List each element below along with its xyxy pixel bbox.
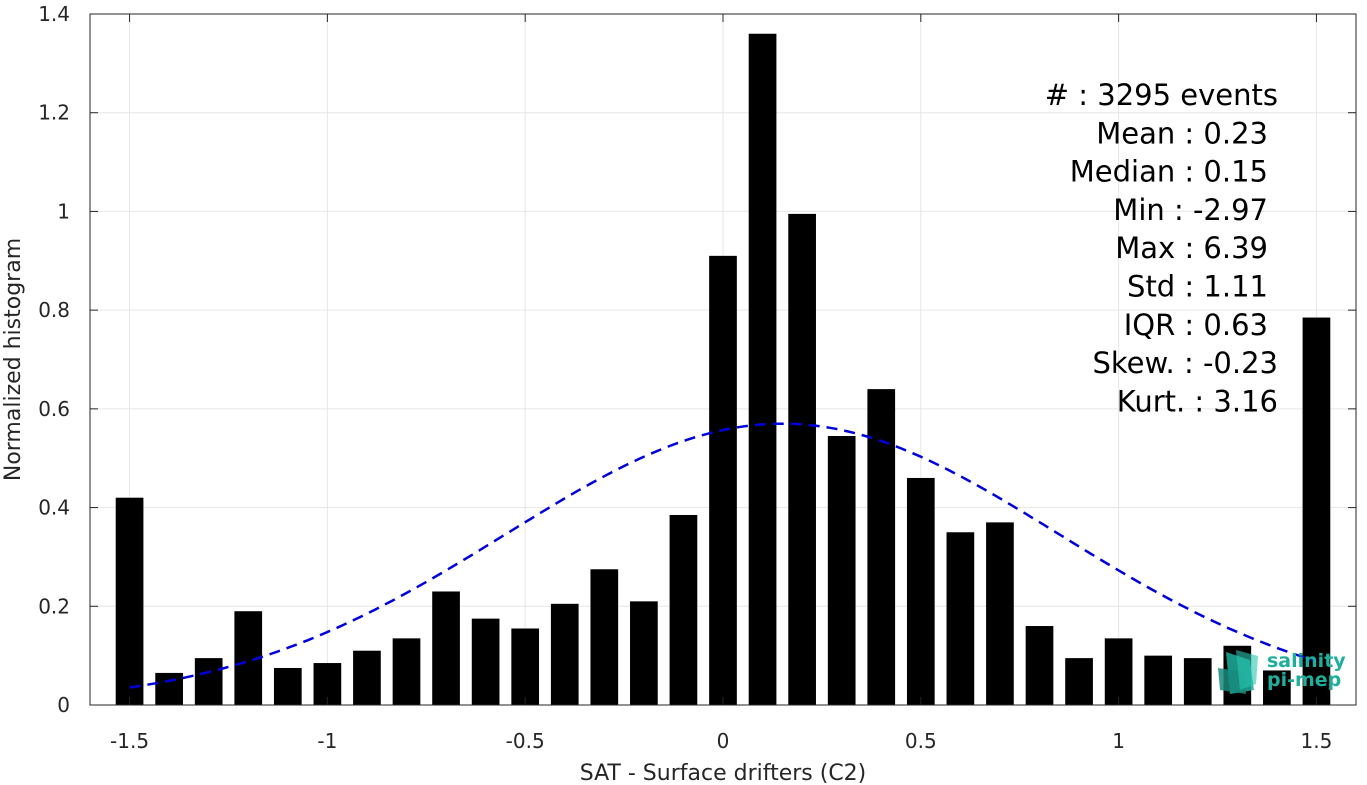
- logo-line-1: salinity: [1267, 650, 1346, 672]
- bar-15: [709, 255, 737, 705]
- y-tick-label-7: 1.4: [38, 2, 70, 26]
- bar-17: [788, 213, 816, 705]
- bar-14: [669, 514, 698, 705]
- bar-4: [273, 667, 302, 705]
- logo-mark-icon: [1218, 650, 1258, 694]
- stat-line-1: Mean : 0.23: [1096, 116, 1268, 150]
- bar-29: [1263, 670, 1291, 705]
- stat-line-2: Median : 0.15: [1070, 155, 1268, 189]
- bar-21: [946, 532, 975, 705]
- bar-18: [827, 436, 856, 705]
- y-tick-label-4: 0.8: [38, 298, 70, 322]
- bars: [115, 33, 1331, 705]
- bar-1: [155, 672, 183, 705]
- x-axis-label: SAT - Surface drifters (C2): [580, 761, 867, 785]
- y-tick-label-1: 0.2: [38, 594, 70, 618]
- bar-16: [748, 33, 777, 705]
- y-axis-ticks: 0 0.2 0.4 0.6 0.8 1 1.2 1.4: [38, 2, 1356, 717]
- y-tick-label-5: 1: [57, 199, 70, 223]
- bar-13: [630, 601, 658, 705]
- bar-25: [1104, 638, 1133, 705]
- bar-2: [194, 658, 223, 705]
- y-tick-label-3: 0.6: [38, 397, 70, 421]
- x-tick-label-0: -1.5: [110, 729, 149, 753]
- y-tick-label-2: 0.4: [38, 496, 70, 520]
- x-axis-ticks: -1.5 -1 -0.5 0 0.5 1 1.5: [110, 14, 1332, 753]
- logo-line-2: pi-mep: [1267, 669, 1341, 691]
- bar-27: [1183, 658, 1212, 705]
- stat-line-6: IQR : 0.63: [1124, 308, 1268, 342]
- x-tick-label-6: 1.5: [1301, 729, 1333, 753]
- bar-10: [511, 628, 540, 705]
- bar-0: [115, 497, 144, 705]
- bar-19: [867, 389, 896, 705]
- bar-22: [986, 522, 1014, 705]
- y-tick-label-0: 0: [57, 693, 70, 717]
- gaussian-fit-curve: [129, 422, 1317, 689]
- bar-11: [550, 603, 579, 705]
- x-tick-label-3: 0: [717, 729, 730, 753]
- bar-8: [432, 591, 460, 705]
- stat-line-7: Skew. : -0.23: [1092, 346, 1278, 380]
- stat-line-3: Min : -2.97: [1113, 193, 1268, 227]
- bar-20: [906, 477, 935, 705]
- stat-line-4: Max : 6.39: [1115, 231, 1268, 265]
- grid: [90, 13, 1356, 706]
- x-tick-label-1: -1: [317, 729, 337, 753]
- x-tick-label-5: 1: [1112, 729, 1125, 753]
- x-tick-label-2: -0.5: [506, 729, 545, 753]
- y-tick-label-6: 1.2: [38, 101, 70, 125]
- x-tick-label-4: 0.5: [905, 729, 937, 753]
- bar-12: [590, 569, 619, 705]
- bar-30: [1302, 317, 1331, 705]
- bar-9: [471, 618, 500, 705]
- stat-line-8: Kurt. : 3.16: [1117, 384, 1278, 418]
- statistics-annotations: # : 3295 events Mean : 0.23 Median : 0.15 M…: [1045, 78, 1278, 418]
- bar-7: [392, 638, 421, 705]
- bar-26: [1144, 655, 1173, 705]
- y-axis-label: Normalized histogram: [1, 238, 26, 481]
- stat-line-0: # : 3295 events: [1045, 78, 1278, 112]
- salinity-pimep-logo: salinity pi-mep: [1218, 650, 1346, 694]
- bar-6: [353, 650, 381, 705]
- stat-line-5: Std : 1.11: [1127, 270, 1268, 304]
- bar-23: [1025, 626, 1054, 705]
- bar-24: [1065, 658, 1093, 705]
